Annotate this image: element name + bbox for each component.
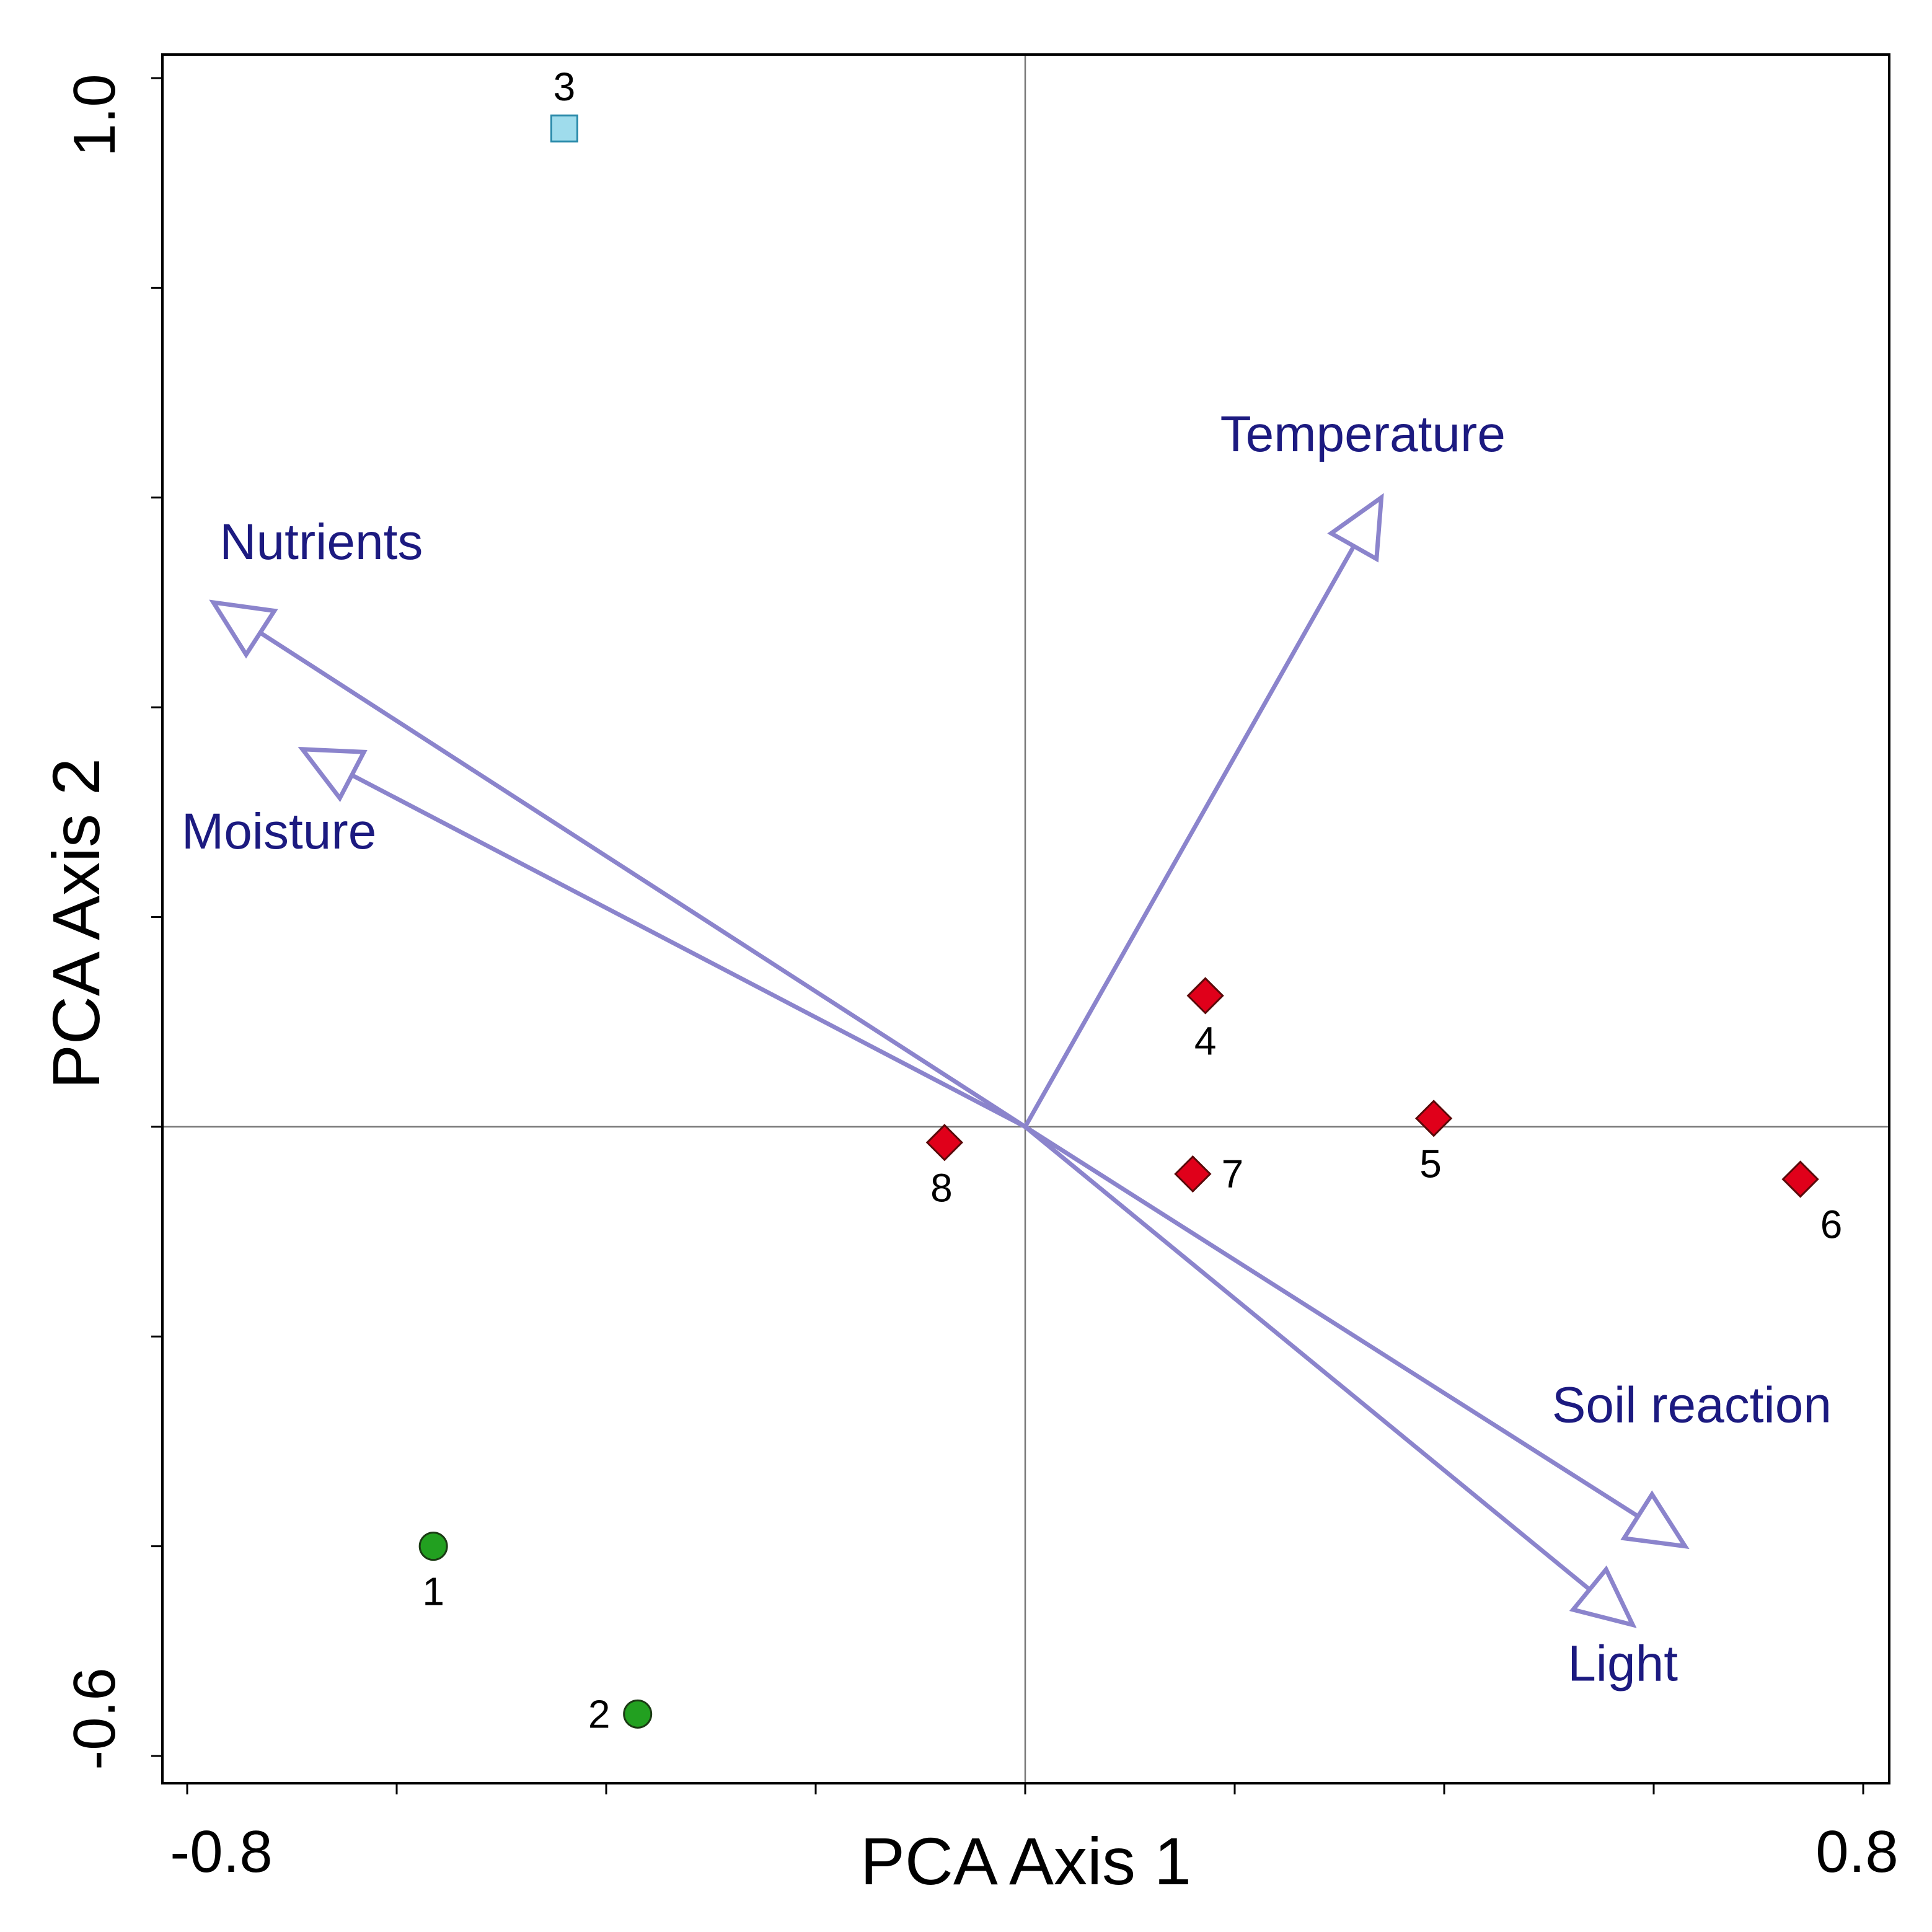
- vector-label-soil-reaction: Soil reaction: [1552, 1377, 1832, 1434]
- y-axis-title: PCA Axis 2: [38, 758, 113, 1089]
- y-tick-label-min: -0.6: [61, 1667, 128, 1770]
- vector-arrowhead-soil-reaction: [1620, 1490, 1690, 1550]
- vector-light: Light: [1023, 1124, 1678, 1692]
- vector-soil-reaction: Soil reaction: [1023, 1124, 1832, 1550]
- vector-moisture: Moisture: [182, 746, 1028, 1129]
- vector-arrowhead-light: [1569, 1565, 1637, 1628]
- sample-point-4: 4: [1186, 977, 1224, 1063]
- sample-point-6: 6: [1781, 1160, 1843, 1246]
- sample-point-3: 3: [550, 64, 578, 143]
- vector-line-nutrients: [258, 630, 1028, 1129]
- sample-marker-circle: [623, 1699, 653, 1729]
- sample-label-7: 7: [1222, 1152, 1244, 1196]
- zero-lines: [162, 55, 1889, 1783]
- sample-label-8: 8: [930, 1165, 953, 1210]
- sample-marker-diamond: [1186, 977, 1224, 1015]
- sample-marker-diamond: [1174, 1155, 1212, 1193]
- sample-point-5: 5: [1414, 1100, 1453, 1186]
- vector-line-temperature: [1023, 544, 1356, 1129]
- sample-marker-diamond: [1781, 1160, 1819, 1198]
- vector-arrowhead-nutrients: [209, 599, 278, 659]
- sample-point-2: 2: [588, 1692, 653, 1736]
- sample-label-3: 3: [554, 64, 576, 109]
- x-tick-label-min: -0.8: [170, 1819, 272, 1885]
- sample-label-4: 4: [1194, 1018, 1217, 1063]
- y-tick-label-max: 1.0: [61, 74, 128, 156]
- x-axis-title: PCA Axis 1: [860, 1824, 1191, 1899]
- vector-line-moisture: [350, 772, 1028, 1129]
- vector-nutrients: Nutrients: [209, 514, 1028, 1129]
- sample-label-2: 2: [588, 1692, 611, 1736]
- vector-temperature: Temperature: [1023, 406, 1506, 1129]
- vector-line-light: [1023, 1124, 1592, 1592]
- sample-point-1: 1: [418, 1532, 448, 1614]
- vector-arrowhead-moisture: [298, 746, 368, 803]
- sample-label-1: 1: [422, 1569, 444, 1614]
- sample-marker-diamond: [925, 1124, 963, 1162]
- sample-label-5: 5: [1419, 1141, 1442, 1186]
- vector-label-light: Light: [1568, 1636, 1678, 1692]
- vectors-layer: Nutrients Moisture Temperature Soil reactio…: [182, 406, 1832, 1692]
- x-tick-label-max: 0.8: [1815, 1819, 1898, 1885]
- vector-label-temperature: Temperature: [1220, 406, 1506, 462]
- sample-point-7: 7: [1174, 1152, 1244, 1196]
- sample-point-8: 8: [925, 1124, 963, 1210]
- vector-arrowhead-temperature: [1327, 493, 1384, 563]
- sample-marker-diamond: [1414, 1100, 1453, 1137]
- sample-marker-circle: [418, 1532, 448, 1561]
- points-layer: 1 2 3 4 5 6 7 8: [418, 64, 1843, 1736]
- ticks-layer: [151, 77, 1864, 1794]
- vector-label-nutrients: Nutrients: [219, 514, 423, 570]
- sample-marker-square: [550, 114, 578, 143]
- vector-label-moisture: Moisture: [182, 803, 376, 860]
- sample-label-6: 6: [1820, 1202, 1843, 1246]
- vector-line-soil-reaction: [1023, 1124, 1641, 1519]
